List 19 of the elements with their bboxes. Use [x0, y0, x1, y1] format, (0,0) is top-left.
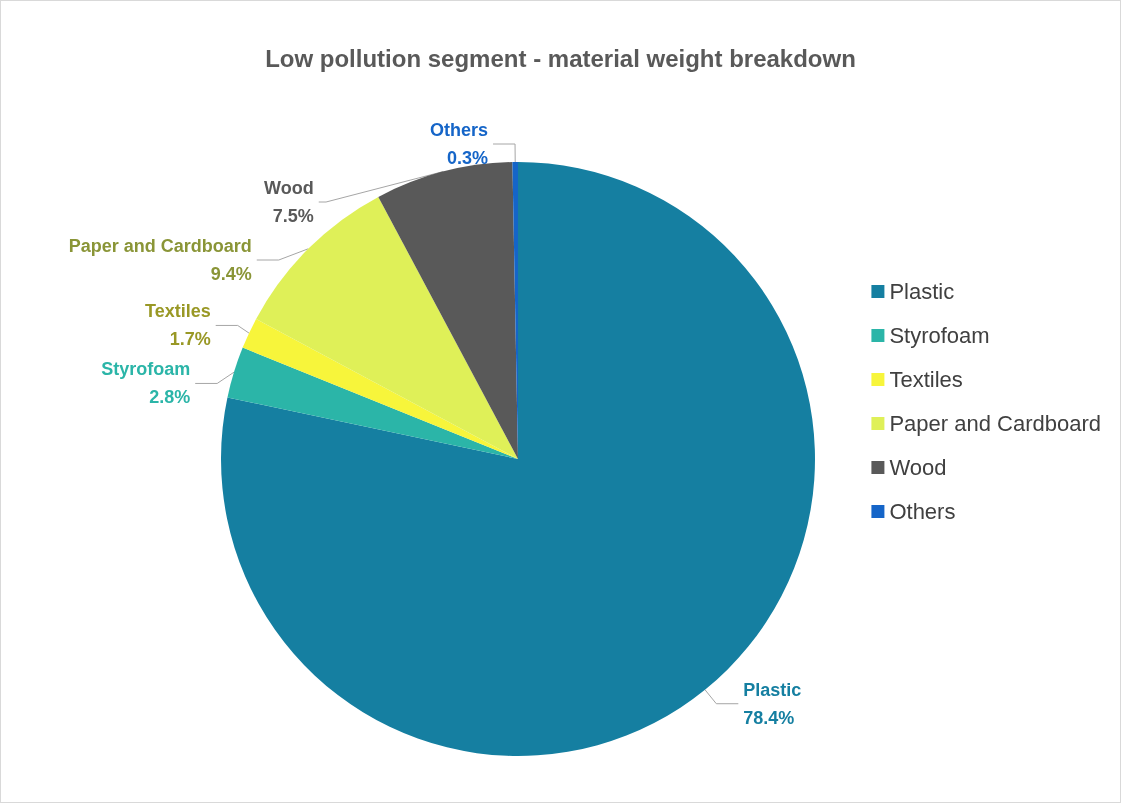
data-label: 1.7%: [169, 329, 211, 350]
slice-label: Plastic: [743, 679, 802, 700]
slice-label: Styrofoam: [101, 359, 191, 380]
slice-label: Wood: [264, 178, 314, 199]
slice-label: Textiles: [144, 301, 211, 322]
data-label: 2.8%: [149, 387, 191, 408]
slice-label: Paper and Cardboard: [68, 236, 252, 257]
data-label: 78.4%: [743, 707, 795, 728]
legend-label: Styrofoam: [889, 323, 990, 348]
legend-label: Wood: [889, 455, 947, 480]
data-label: 7.5%: [272, 206, 314, 227]
data-label: 9.4%: [210, 264, 252, 285]
slice-label: Others: [430, 120, 489, 141]
legend-label: Others: [889, 499, 956, 524]
legend-label: Textiles: [889, 367, 963, 392]
data-label: 0.3%: [447, 148, 489, 169]
chart-title: Low pollution segment - material weight breakdown: [265, 44, 856, 72]
legend-label: Paper and Cardboard: [889, 411, 1101, 436]
legend-label: Plastic: [889, 279, 955, 304]
